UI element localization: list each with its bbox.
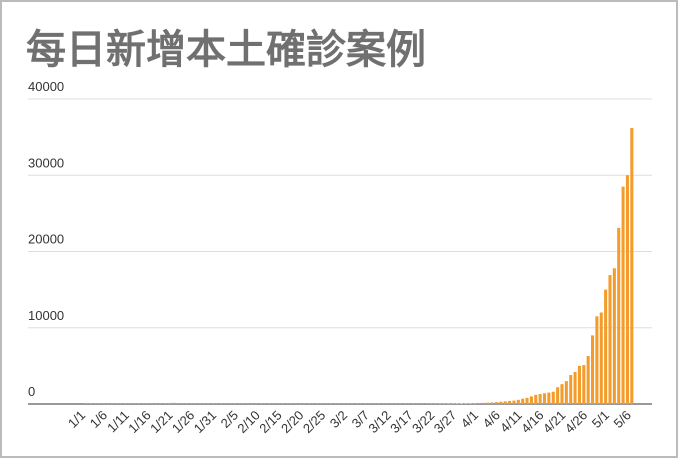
y-tick-label: 20000 bbox=[28, 232, 64, 247]
bar bbox=[481, 402, 485, 404]
bar bbox=[630, 127, 634, 404]
bar bbox=[586, 355, 590, 404]
bar bbox=[490, 402, 494, 404]
bar bbox=[516, 399, 520, 404]
bar bbox=[534, 394, 538, 404]
bar bbox=[599, 312, 603, 404]
bar bbox=[529, 396, 533, 404]
bar bbox=[551, 391, 555, 404]
bar bbox=[468, 403, 472, 404]
bar bbox=[591, 335, 595, 404]
bar bbox=[494, 402, 499, 404]
bar bbox=[625, 175, 629, 404]
bar bbox=[460, 403, 464, 404]
bar bbox=[486, 402, 490, 404]
bar bbox=[547, 392, 551, 404]
bar bbox=[582, 365, 586, 404]
bar bbox=[525, 397, 529, 404]
bar bbox=[612, 268, 616, 404]
bar bbox=[573, 371, 577, 404]
bar bbox=[542, 393, 547, 404]
bar bbox=[595, 316, 599, 404]
bar bbox=[621, 186, 625, 404]
bar bbox=[538, 394, 542, 404]
chart-title: 每日新增本土確診案例 bbox=[26, 27, 426, 73]
bar bbox=[512, 400, 516, 404]
bar bbox=[617, 227, 621, 404]
bar bbox=[608, 275, 612, 404]
bar bbox=[508, 400, 512, 404]
bar bbox=[464, 403, 468, 404]
bar bbox=[521, 398, 525, 404]
bar bbox=[171, 402, 176, 404]
bar bbox=[560, 384, 564, 404]
y-tick-label: 10000 bbox=[28, 308, 64, 323]
y-tick-label: 0 bbox=[28, 384, 35, 399]
bar bbox=[577, 365, 581, 404]
y-tick-label: 30000 bbox=[28, 155, 64, 170]
bar bbox=[556, 387, 560, 404]
bar bbox=[569, 375, 573, 404]
bar bbox=[503, 401, 507, 404]
bar bbox=[564, 381, 568, 404]
bar bbox=[604, 289, 608, 404]
y-tick-label: 40000 bbox=[28, 79, 64, 94]
bar bbox=[499, 401, 503, 404]
bar bbox=[477, 403, 481, 404]
bar bbox=[473, 403, 477, 404]
